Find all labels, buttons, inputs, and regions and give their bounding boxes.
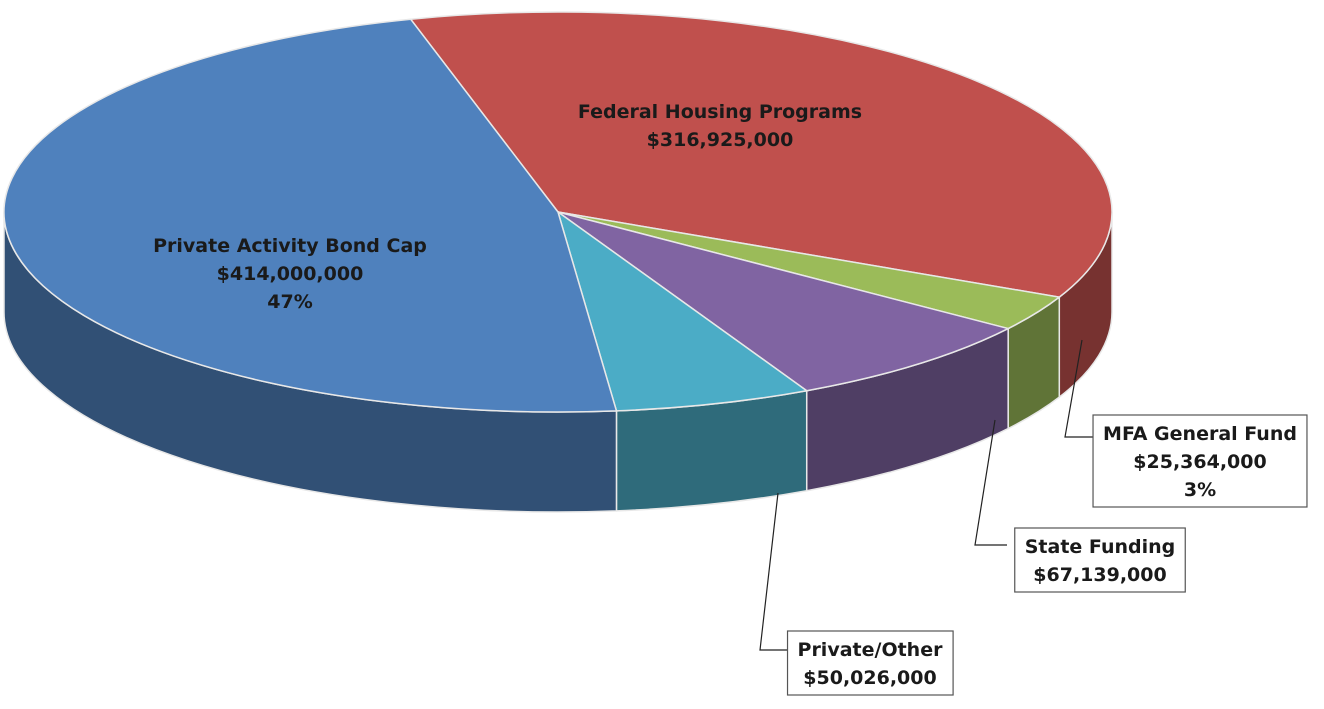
pie-slice — [409, 11, 1113, 298]
leader-line — [1064, 339, 1097, 438]
data-label: Federal Housing Programs $316,925,000 — [578, 101, 862, 151]
label-box — [1014, 527, 1186, 593]
pie-slice — [556, 210, 809, 412]
label-text: $67,139,000 — [1033, 564, 1166, 586]
label-text: 47% — [267, 291, 312, 313]
label-text: $25,364,000 — [1133, 451, 1266, 473]
pie-slice — [557, 211, 1011, 392]
leader-line — [759, 492, 792, 651]
label-text: $414,000,000 — [217, 263, 364, 285]
label-text: $316,925,000 — [647, 129, 794, 151]
label-box — [1092, 414, 1308, 508]
label-text: MFA General Fund — [1103, 423, 1297, 445]
label-box — [786, 630, 954, 696]
label-text: Private/Other — [798, 639, 944, 661]
data-label: Private Activity Bond Cap $414,000,000 47% — [153, 235, 427, 313]
pie-slice — [3, 18, 618, 413]
data-label: Private/Other $50,026,000 — [786, 630, 954, 696]
pie — [3, 11, 1113, 513]
data-label: State Funding $67,139,000 — [1014, 527, 1186, 593]
leader-line — [974, 419, 1007, 546]
labels: Federal Housing Programs $316,925,000 MFA … — [153, 101, 1308, 696]
label-text: 3% — [1184, 479, 1216, 501]
label-text: Federal Housing Programs — [578, 101, 862, 123]
label-text: State Funding — [1025, 536, 1176, 558]
data-label: MFA General Fund $25,364,000 3% — [1092, 414, 1308, 508]
label-text: Private Activity Bond Cap — [153, 235, 427, 257]
label-text: $50,026,000 — [803, 667, 936, 689]
